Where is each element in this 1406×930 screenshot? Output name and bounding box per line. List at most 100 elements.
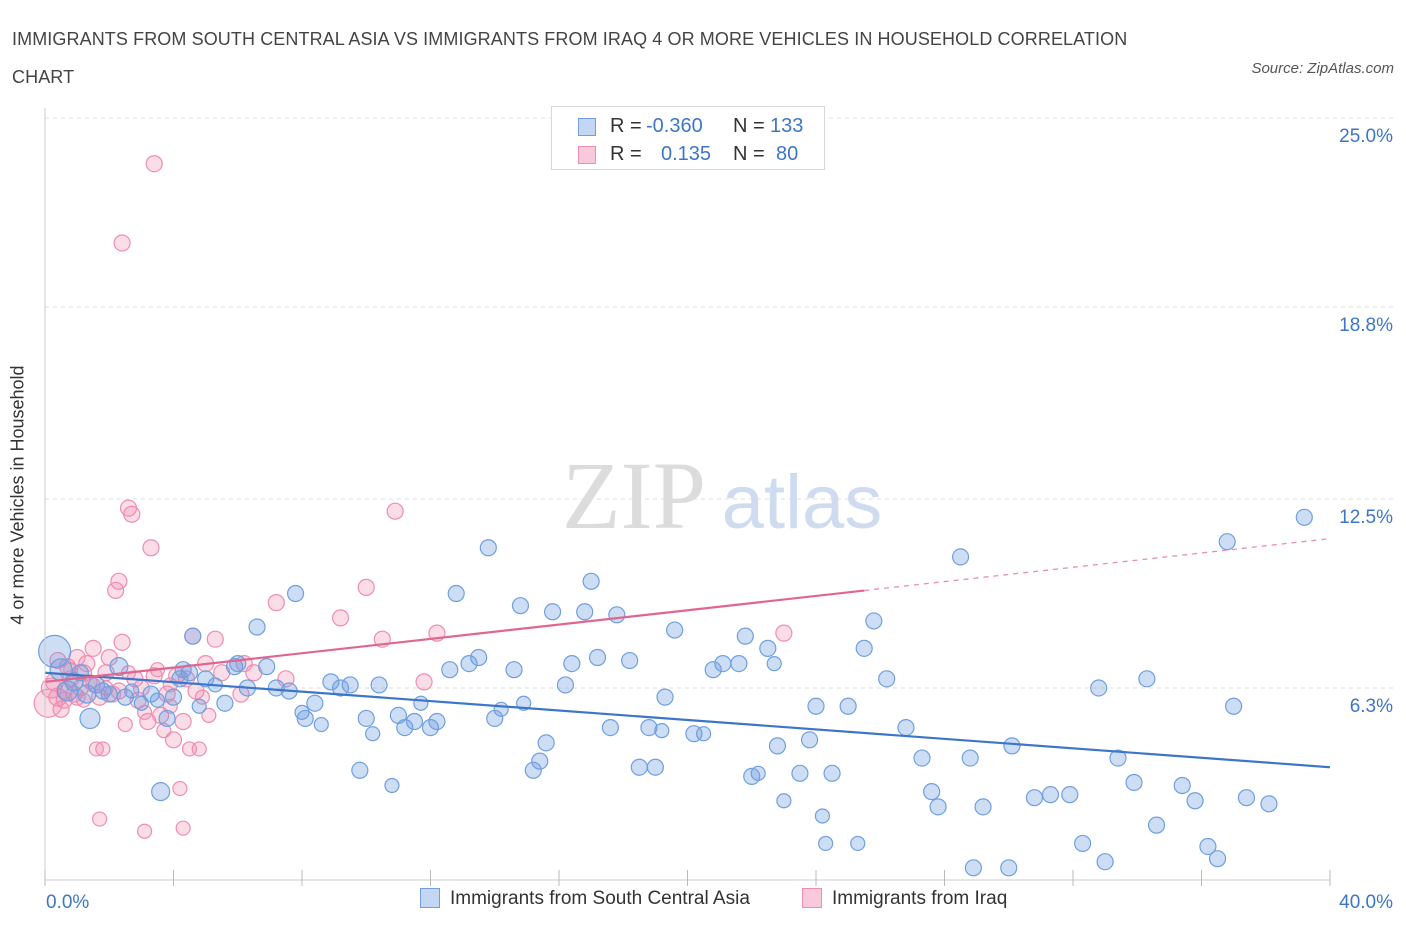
data-point-iraq	[136, 823, 153, 839]
data-point-south-central-asia	[839, 697, 857, 715]
data-point-iraq	[95, 741, 111, 757]
data-point-south-central-asia	[582, 572, 600, 590]
data-point-south-central-asia	[421, 718, 440, 737]
trend-line-south-central-asia	[44, 671, 1331, 769]
bottom-legend-label-pink: Immigrants from Iraq	[832, 888, 1008, 909]
grid-lines	[45, 117, 1395, 689]
bottom-legend-swatch-blue	[420, 888, 440, 908]
data-point-south-central-asia	[413, 695, 429, 711]
data-point-south-central-asia	[1041, 786, 1060, 804]
data-point-south-central-asia	[865, 612, 883, 630]
data-point-south-central-asia	[1218, 533, 1236, 551]
data-point-south-central-asia	[974, 798, 992, 816]
data-point-south-central-asia	[258, 658, 276, 676]
data-point-iraq	[194, 689, 211, 705]
data-point-south-central-asia	[807, 697, 825, 715]
data-point-south-central-asia	[1260, 795, 1278, 813]
data-point-iraq	[33, 688, 63, 718]
data-point-south-central-asia	[543, 603, 562, 621]
data-point-south-central-asia	[878, 670, 896, 688]
data-point-south-central-asia	[704, 661, 722, 679]
data-point-iraq	[331, 609, 350, 627]
data-point-south-central-asia	[1025, 789, 1044, 807]
data-point-iraq	[357, 578, 375, 596]
data-point-south-central-asia	[654, 723, 670, 739]
data-point-south-central-asia	[964, 859, 983, 877]
data-point-iraq	[110, 572, 128, 590]
data-point-south-central-asia	[151, 782, 171, 802]
data-point-south-central-asia	[588, 648, 607, 667]
data-point-south-central-asia	[505, 661, 523, 679]
x-tick-label-max: 40.0%	[1339, 892, 1393, 913]
legend-n-label: N =	[733, 115, 765, 137]
data-point-south-central-asia	[695, 726, 712, 742]
data-point-south-central-asia	[38, 634, 72, 669]
trend-line-iraq-extension	[864, 537, 1331, 592]
data-point-south-central-asia	[229, 654, 247, 673]
data-point-south-central-asia	[357, 709, 375, 728]
data-point-south-central-asia	[923, 783, 941, 801]
data-point-south-central-asia	[384, 777, 400, 794]
data-point-iraq	[267, 594, 285, 612]
bottom-legend-pink: Immigrants from Iraq	[802, 888, 1007, 910]
data-point-south-central-asia	[750, 765, 766, 781]
data-point-south-central-asia	[197, 670, 215, 688]
data-point-south-central-asia	[1074, 834, 1092, 853]
data-point-south-central-asia	[1000, 859, 1018, 877]
legend-n-value: 133	[770, 115, 804, 137]
data-point-south-central-asia	[286, 584, 305, 603]
y-axis-label: 4 or more Vehicles in Household	[7, 365, 28, 625]
data-point-south-central-asia	[56, 680, 79, 702]
data-point-south-central-asia	[608, 606, 626, 624]
data-point-south-central-asia	[537, 734, 555, 752]
data-point-iraq	[201, 707, 217, 724]
data-point-south-central-asia	[1186, 792, 1204, 810]
data-point-iraq	[92, 811, 108, 827]
data-point-south-central-asia	[563, 654, 581, 673]
data-point-iraq	[84, 639, 102, 657]
data-point-south-central-asia	[479, 539, 497, 557]
legend-swatch-blue	[578, 118, 596, 136]
data-point-iraq	[113, 234, 131, 252]
data-point-south-central-asia	[531, 752, 549, 770]
south-central-asia-points	[38, 508, 1313, 877]
data-point-south-central-asia	[1173, 776, 1191, 795]
legend-row-pink: R = 0.135 N = 80	[552, 141, 824, 169]
data-point-south-central-asia	[800, 731, 819, 749]
data-point-south-central-asia	[736, 627, 754, 645]
data-point-south-central-asia	[768, 737, 787, 755]
chart-title: IMMIGRANTS FROM SOUTH CENTRAL ASIA VS IM…	[12, 29, 1128, 87]
data-point-iraq	[415, 673, 433, 691]
data-point-south-central-asia	[961, 749, 979, 767]
data-point-south-central-asia	[823, 764, 841, 782]
data-point-south-central-asia	[405, 712, 424, 731]
data-point-iraq	[123, 505, 141, 523]
data-point-south-central-asia	[248, 618, 266, 636]
data-point-south-central-asia	[913, 749, 931, 767]
data-point-iraq	[191, 741, 207, 757]
data-point-south-central-asia	[646, 758, 664, 776]
data-point-south-central-asia	[396, 718, 414, 737]
data-point-iraq	[145, 155, 163, 173]
data-point-south-central-asia	[855, 639, 873, 657]
trend-line-iraq	[44, 589, 865, 683]
data-point-iraq	[78, 654, 96, 673]
bottom-legend-blue: Immigrants from South Central Asia	[420, 888, 750, 910]
legend-r-label: R =	[610, 143, 642, 165]
data-point-iraq	[775, 624, 793, 642]
data-point-south-central-asia	[322, 673, 340, 691]
legend-row-blue: R = -0.360 N = 133	[552, 113, 824, 141]
data-point-south-central-asia	[601, 718, 620, 737]
y-tick-label: 12.5%	[1339, 507, 1393, 528]
data-point-south-central-asia	[929, 798, 947, 816]
data-point-south-central-asia	[897, 718, 915, 737]
data-point-south-central-asia	[1147, 816, 1166, 834]
data-point-south-central-asia	[470, 648, 488, 667]
legend-r-label: R =	[610, 115, 642, 137]
data-point-south-central-asia	[267, 679, 285, 697]
data-point-south-central-asia	[331, 679, 350, 697]
data-point-south-central-asia	[1199, 837, 1217, 856]
x-tick-label-min: 0.0%	[46, 892, 89, 913]
data-point-south-central-asia	[370, 676, 388, 694]
